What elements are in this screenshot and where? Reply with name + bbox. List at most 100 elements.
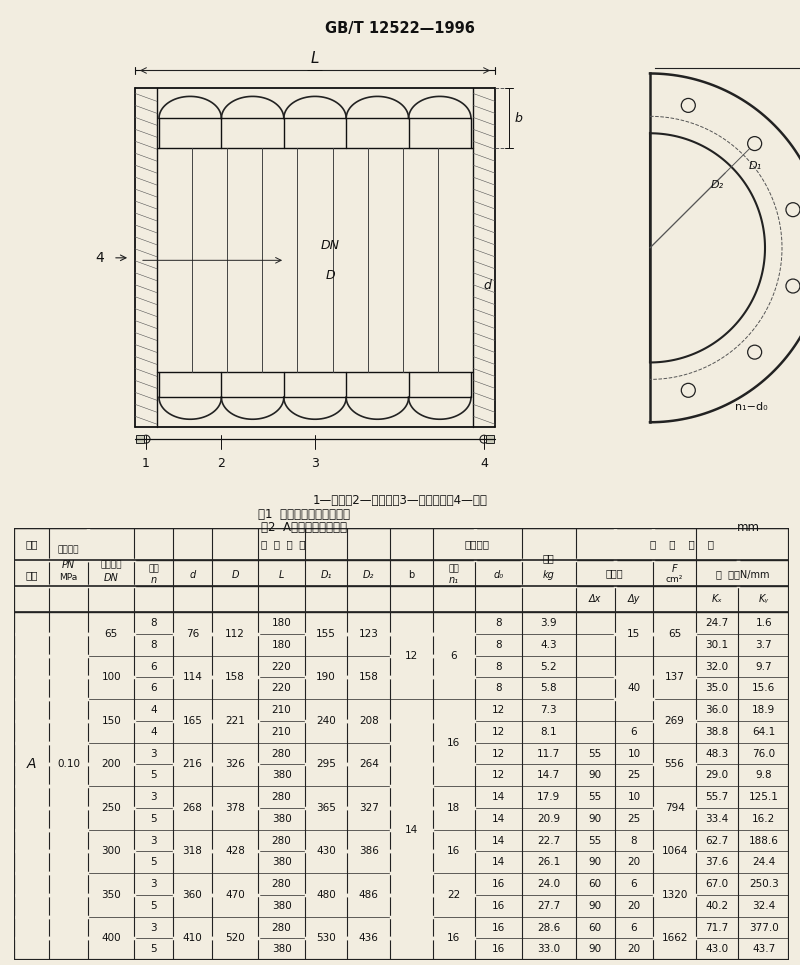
Text: 16: 16 [447, 737, 461, 748]
Text: 波数: 波数 [149, 565, 159, 573]
Text: 16: 16 [447, 933, 461, 944]
Text: Kᵧ: Kᵧ [758, 594, 769, 604]
Text: 386: 386 [358, 846, 378, 856]
Text: 12: 12 [492, 727, 505, 737]
Text: 62.7: 62.7 [706, 836, 729, 845]
Text: 221: 221 [225, 716, 245, 726]
Text: 38.8: 38.8 [706, 727, 729, 737]
Text: 9.8: 9.8 [755, 770, 772, 781]
Text: 71.7: 71.7 [706, 923, 729, 932]
Text: 216: 216 [182, 759, 202, 769]
Text: 5: 5 [150, 945, 157, 954]
Text: 380: 380 [272, 900, 291, 911]
Text: d₀: d₀ [494, 569, 503, 580]
Text: 55.7: 55.7 [706, 792, 729, 802]
Text: 295: 295 [316, 759, 336, 769]
Text: 556: 556 [665, 759, 685, 769]
Text: 137: 137 [665, 673, 685, 682]
Text: 90: 90 [589, 857, 602, 868]
Text: 90: 90 [589, 770, 602, 781]
Text: 刚  度，N/mm: 刚 度，N/mm [715, 569, 769, 580]
Text: 22: 22 [447, 890, 461, 900]
Text: 6: 6 [150, 662, 157, 672]
Text: 5: 5 [150, 857, 157, 868]
Text: 16: 16 [447, 846, 461, 856]
Text: 12: 12 [492, 770, 505, 781]
Text: D₁: D₁ [321, 569, 332, 580]
Text: 180: 180 [272, 618, 291, 628]
Text: 470: 470 [226, 890, 245, 900]
Text: PN: PN [62, 560, 75, 569]
Text: D: D [231, 569, 239, 580]
Text: L: L [279, 569, 284, 580]
Text: 40: 40 [627, 683, 641, 693]
Text: 14: 14 [492, 792, 505, 802]
Text: 29.0: 29.0 [706, 770, 729, 781]
Text: 125.1: 125.1 [749, 792, 778, 802]
Text: 4: 4 [480, 457, 488, 470]
Text: 类型: 类型 [26, 570, 38, 580]
Text: 55: 55 [589, 792, 602, 802]
Text: 18.9: 18.9 [752, 705, 775, 715]
Text: 14: 14 [492, 813, 505, 824]
Text: 250.3: 250.3 [749, 879, 778, 889]
Text: 326: 326 [225, 759, 245, 769]
Text: 180: 180 [272, 640, 291, 649]
Text: 24.0: 24.0 [537, 879, 560, 889]
Text: 48.3: 48.3 [706, 749, 729, 758]
Text: 269: 269 [665, 716, 685, 726]
Text: MPa: MPa [59, 573, 78, 582]
Text: 220: 220 [272, 683, 291, 693]
Text: 55: 55 [589, 836, 602, 845]
Text: 16: 16 [492, 900, 505, 911]
Text: 67.0: 67.0 [706, 879, 729, 889]
Text: 380: 380 [272, 945, 291, 954]
Text: 480: 480 [316, 890, 336, 900]
Text: b: b [515, 112, 523, 124]
Text: 8: 8 [495, 683, 502, 693]
Text: 5: 5 [150, 900, 157, 911]
Text: 380: 380 [272, 770, 291, 781]
Text: DN: DN [104, 572, 118, 583]
Text: 36.0: 36.0 [706, 705, 729, 715]
Text: 18: 18 [447, 803, 461, 813]
Text: 1064: 1064 [662, 846, 688, 856]
Text: 5.8: 5.8 [541, 683, 557, 693]
Text: 65: 65 [668, 629, 682, 639]
Text: DN: DN [321, 239, 339, 252]
Text: 公称通径: 公称通径 [101, 560, 122, 569]
Text: 3: 3 [150, 879, 157, 889]
Text: 37.6: 37.6 [706, 857, 729, 868]
Text: b: b [408, 569, 414, 580]
Text: 100: 100 [102, 673, 121, 682]
Text: n₁: n₁ [449, 575, 459, 585]
Text: 11.7: 11.7 [537, 749, 560, 758]
Text: 40.2: 40.2 [706, 900, 729, 911]
Bar [486, 435, 494, 443]
Text: 15.6: 15.6 [752, 683, 775, 693]
Text: 法兰尺寸: 法兰尺寸 [465, 539, 490, 549]
Text: 12: 12 [492, 705, 505, 715]
Text: cm²: cm² [666, 575, 683, 584]
Text: 16.2: 16.2 [752, 813, 775, 824]
Text: 365: 365 [316, 803, 336, 813]
Text: 6: 6 [630, 727, 638, 737]
Circle shape [748, 345, 762, 359]
Text: D₂: D₂ [363, 569, 374, 580]
Text: kg: kg [542, 570, 554, 580]
Text: 理    论    特    性: 理 论 特 性 [650, 539, 714, 549]
Text: 10: 10 [627, 749, 641, 758]
Text: 8: 8 [150, 640, 157, 649]
Text: 65: 65 [105, 629, 118, 639]
Text: 264: 264 [358, 759, 378, 769]
Text: 7.3: 7.3 [541, 705, 557, 715]
Text: 158: 158 [358, 673, 378, 682]
Text: 27.7: 27.7 [537, 900, 560, 911]
Text: 430: 430 [316, 846, 336, 856]
Circle shape [786, 279, 800, 293]
Text: 20: 20 [627, 900, 641, 911]
Text: 350: 350 [102, 890, 121, 900]
Text: 8: 8 [495, 640, 502, 649]
Text: 17.9: 17.9 [537, 792, 560, 802]
Text: 114: 114 [182, 673, 202, 682]
